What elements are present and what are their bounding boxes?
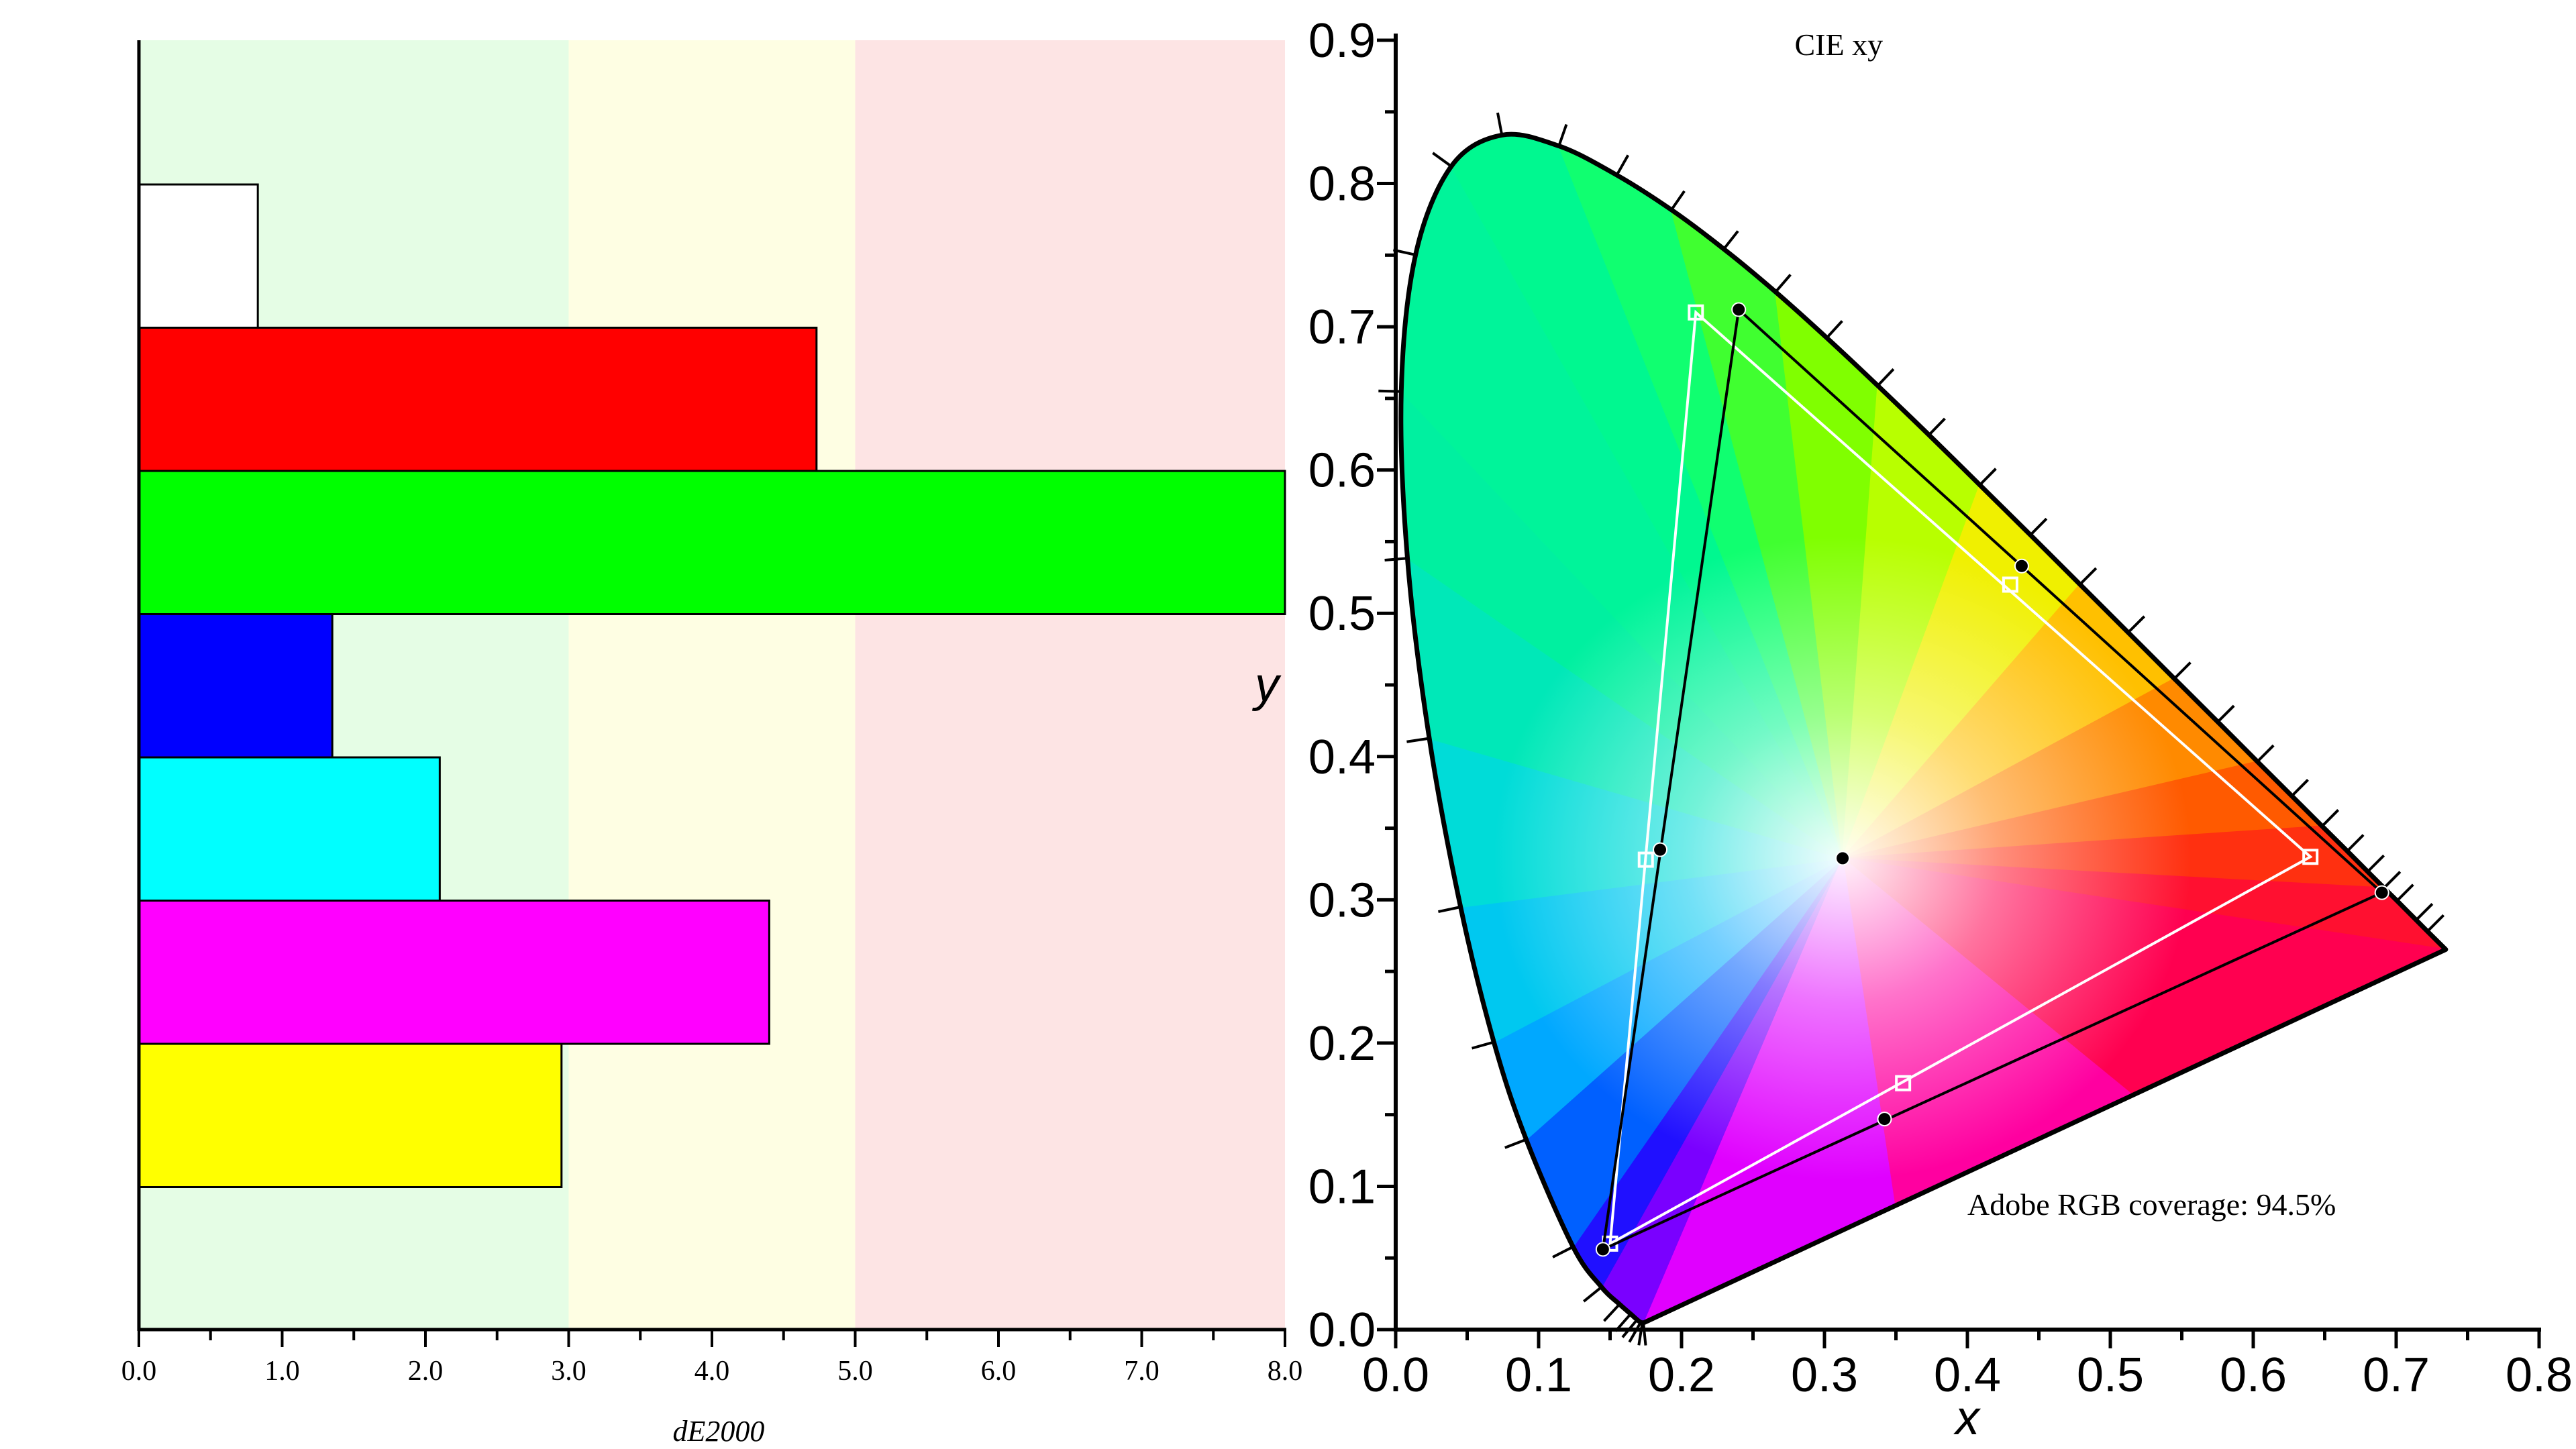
wavelength-tick xyxy=(1615,154,1630,176)
wavelength-tick xyxy=(1628,1322,1642,1343)
bar-x-tick-label: 4.0 xyxy=(694,1356,730,1387)
cie-x-tick-label: 0.5 xyxy=(2077,1348,2144,1402)
cie-chart-title: CIE xy xyxy=(1794,28,1883,62)
wavelength-tick xyxy=(2173,661,2192,680)
spectral-locus-outline xyxy=(1398,131,2449,1326)
cie-y-tick-label: 0.5 xyxy=(1308,587,1376,641)
wavelength-tick xyxy=(1722,230,1739,250)
wavelength-tick xyxy=(1552,1245,1574,1258)
wavelength-tick xyxy=(1406,737,1430,743)
cie-xy-chart: 0.0 0.1 0.2 0.3 0.4 0.5 0.6 0.7 0.8 0.0 0.1 0.2 0.3 0… xyxy=(1308,14,2573,1402)
cie-y-axis-label: y xyxy=(1251,658,1282,712)
cie-y-tick-label: 0.2 xyxy=(1308,1017,1376,1071)
wavelength-tick xyxy=(1504,1138,1527,1149)
bar-x-tick-label: 1.0 xyxy=(264,1356,300,1387)
wavelength-tick xyxy=(1876,368,1895,387)
bar-x-tick-label: 5.0 xyxy=(837,1356,873,1387)
measured-gamut-triangle xyxy=(1601,307,2385,1252)
cie-y-tick-label: 0.0 xyxy=(1308,1303,1376,1357)
bar-yellow xyxy=(138,1042,563,1188)
chromaticity-fill xyxy=(1400,134,2446,1323)
measured-point xyxy=(1877,1112,1892,1127)
wavelength-tick xyxy=(1472,1040,1494,1050)
reference-point xyxy=(2302,849,2319,865)
cie-x-tick-label: 0.8 xyxy=(2506,1348,2573,1402)
wavelength-tick xyxy=(1603,1303,1621,1322)
measured-point xyxy=(1731,302,1747,317)
cie-y-tick-label: 0.3 xyxy=(1308,873,1376,927)
cie-x-tick-label: 0.1 xyxy=(1505,1348,1572,1402)
cie-y-tick-label: 0.9 xyxy=(1308,14,1376,68)
wavelength-tick xyxy=(2127,615,2146,634)
cie-x-axis-label: x xyxy=(1953,1391,1981,1445)
wavelength-tick xyxy=(1670,190,1686,211)
wavelength-tick xyxy=(2346,834,2365,853)
cie-x-tick-label: 0.2 xyxy=(1648,1348,1715,1402)
wavelength-tick xyxy=(1642,1322,1647,1346)
wavelength-tick xyxy=(1774,274,1792,293)
bar-x-axis-label: dE2000 xyxy=(673,1415,765,1448)
wavelength-tick xyxy=(1496,112,1504,136)
bar-blue xyxy=(138,613,333,759)
reference-point xyxy=(1637,851,1654,868)
wavelength-tick xyxy=(2395,883,2414,902)
cie-x-tick-label: 0.6 xyxy=(2220,1348,2287,1402)
reference-point xyxy=(1895,1075,1912,1091)
wavelength-tick xyxy=(1979,468,1997,486)
band-1 xyxy=(568,40,856,1330)
wavelength-tick xyxy=(2415,903,2434,921)
bar-x-tick-label: 6.0 xyxy=(981,1356,1017,1387)
de2000-bar-chart: 0.0 1.0 2.0 3.0 4.0 5.0 6.0 7.0 8.0 xyxy=(121,40,1303,1387)
cie-y-tick-label: 0.6 xyxy=(1308,444,1376,498)
wavelength-tick xyxy=(1825,320,1843,339)
reference-point xyxy=(1688,304,1704,321)
bar-red xyxy=(138,327,818,472)
wavelength-tick xyxy=(1557,123,1568,147)
wavelength-tick xyxy=(2383,871,2402,890)
measured-point xyxy=(1835,851,1851,866)
wavelength-tick xyxy=(2321,809,2340,827)
bar-white xyxy=(138,183,259,329)
cie-y-tick-label: 0.7 xyxy=(1308,301,1376,354)
wavelength-tick xyxy=(2216,704,2235,723)
wavelength-tick xyxy=(1438,906,1461,914)
measured-point xyxy=(1595,1242,1610,1257)
measured-point xyxy=(1653,842,1668,857)
wavelength-tick xyxy=(2029,517,2048,536)
measured-point xyxy=(2374,885,2389,900)
wavelength-tick xyxy=(2256,744,2275,763)
cie-x-tick-label: 0.3 xyxy=(1791,1348,1858,1402)
wavelength-tick xyxy=(1378,389,1402,393)
bar-x-tick-label: 2.0 xyxy=(408,1356,444,1387)
cie-x-tick-label: 0.4 xyxy=(1934,1348,2001,1402)
bar-x-tick-label: 3.0 xyxy=(551,1356,586,1387)
measured-point xyxy=(2014,558,2029,574)
cie-y-tick-label: 0.1 xyxy=(1308,1160,1376,1214)
cie-x-tick-label: 0.7 xyxy=(2363,1348,2430,1402)
bar-green xyxy=(138,470,1286,615)
bar-x-tick-label: 0.0 xyxy=(121,1356,157,1387)
coverage-annotation: Adobe RGB coverage: 94.5% xyxy=(1967,1187,2336,1222)
cie-x-tick-label: 0.0 xyxy=(1362,1348,1429,1402)
wavelength-tick xyxy=(2367,854,2385,873)
bar-magenta xyxy=(138,900,770,1045)
wavelength-tick xyxy=(2426,914,2445,932)
cie-y-tick-label: 0.4 xyxy=(1308,731,1376,784)
band-2 xyxy=(855,40,1285,1330)
wavelength-tick xyxy=(1928,417,1946,436)
wavelength-tick xyxy=(1432,152,1453,168)
bar-x-tick-label: 8.0 xyxy=(1268,1356,1303,1387)
reference-point xyxy=(2002,576,2018,593)
wavelength-tick xyxy=(2079,567,2098,586)
cie-y-tick-label: 0.8 xyxy=(1308,158,1376,211)
wavelength-tick xyxy=(1637,1322,1644,1346)
wavelength-tick xyxy=(2291,779,2309,797)
bar-x-tick-label: 7.0 xyxy=(1124,1356,1160,1387)
wavelength-tick xyxy=(1583,1286,1602,1303)
bar-cyan xyxy=(138,756,441,902)
